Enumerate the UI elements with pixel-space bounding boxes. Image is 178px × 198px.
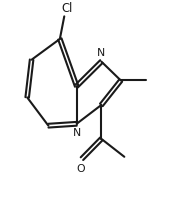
Text: O: O: [76, 164, 85, 174]
Text: N: N: [72, 128, 81, 138]
Text: N: N: [97, 48, 106, 58]
Text: Cl: Cl: [61, 2, 73, 15]
